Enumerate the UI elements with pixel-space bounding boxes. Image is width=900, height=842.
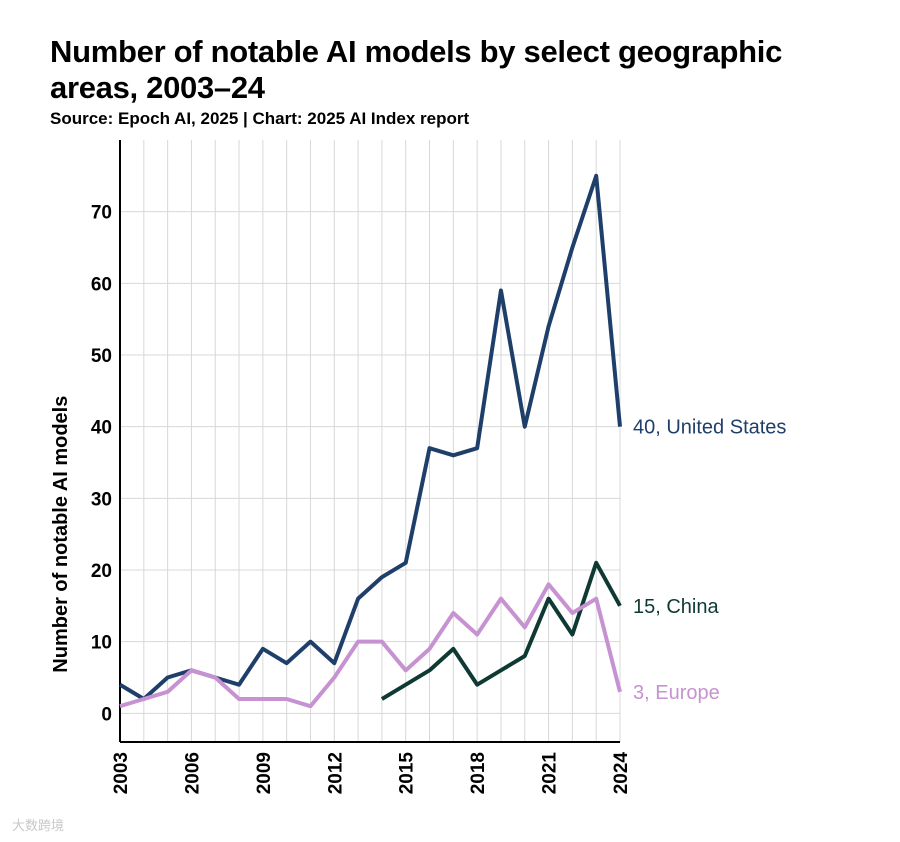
end-label-united-states: 40, United States	[633, 417, 786, 439]
y-tick-labels: 0 10 20 30 40 50 60 70	[91, 203, 112, 726]
y-tick-40: 40	[91, 418, 112, 439]
x-tick-2015: 2015	[397, 752, 418, 795]
end-label-china: 15, China	[633, 596, 719, 618]
y-tick-10: 10	[91, 633, 112, 654]
y-tick-30: 30	[91, 489, 112, 510]
gridlines	[119, 140, 621, 742]
x-tick-2003: 2003	[111, 752, 132, 794]
watermark-text: 大数跨境	[12, 818, 65, 833]
y-tick-70: 70	[91, 203, 112, 224]
x-tick-2021: 2021	[540, 752, 561, 795]
x-tick-2024: 2024	[611, 752, 632, 795]
series-line-europe	[119, 582, 622, 709]
y-axis-label: Number of notable AI models	[50, 396, 72, 673]
chart-subtitle: Source: Epoch AI, 2025 | Chart: 2025 AI …	[50, 109, 470, 128]
series-end-labels: 40, United States 15, China 3, Europe	[633, 417, 786, 704]
y-tick-60: 60	[91, 274, 112, 295]
y-tick-50: 50	[91, 346, 112, 367]
series-lines	[118, 173, 622, 709]
series-line-china	[380, 560, 622, 701]
x-tick-2018: 2018	[468, 752, 489, 794]
x-tick-2012: 2012	[325, 752, 346, 794]
chart-title: Number of notable AI models by select ge…	[50, 34, 783, 105]
axes	[119, 140, 620, 743]
y-tick-20: 20	[91, 561, 112, 582]
series-line-united-states	[118, 173, 622, 701]
x-tick-2006: 2006	[182, 752, 203, 794]
x-tick-2009: 2009	[254, 752, 275, 794]
y-tick-0: 0	[101, 704, 112, 725]
end-label-europe: 3, Europe	[633, 682, 720, 704]
x-tick-labels: 2003 2006 2009 2012 2015 2018 2021 2024	[111, 752, 632, 795]
